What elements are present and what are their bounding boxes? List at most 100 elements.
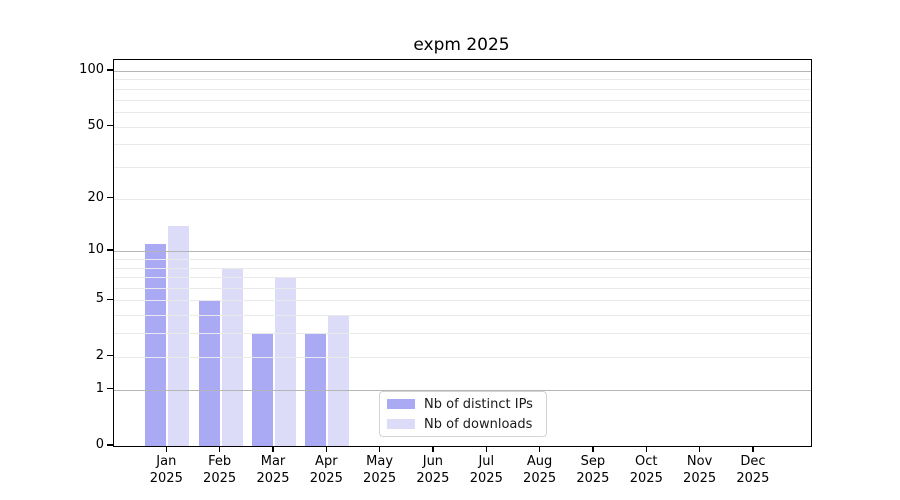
y-tick-label: 0 [95,437,104,452]
gridline-minor [114,258,811,260]
legend-label: Nb of distinct IPs [424,396,533,412]
x-tick-month: Dec [740,454,766,469]
legend-entry-nb-of-downloads: Nb of downloads [387,415,546,433]
x-tick-year: 2025 [149,471,183,486]
gridline-minor [114,99,811,101]
gridline-minor [114,300,811,302]
gridline-minor [114,315,811,317]
gridline-minor [114,88,811,90]
y-axis-tick [107,387,113,390]
x-tick-label-jul: Jul 2025 [454,453,518,487]
legend: Nb of distinct IPs Nb of downloads [379,391,547,437]
gridline-minor [114,144,811,146]
x-tick-month: Nov [686,454,713,469]
nb-of-downloads-bar-jan [168,225,190,446]
y-axis-tick [107,354,113,357]
x-tick-label-nov: Nov 2025 [668,453,732,487]
x-tick-label-may: May 2025 [348,453,412,487]
gridline-minor [114,112,811,113]
x-tick-year: 2025 [523,471,557,486]
nb-of-distinct-ips-bar-feb [198,300,220,446]
x-tick-year: 2025 [256,471,290,486]
gridline-minor [114,356,811,358]
x-tick-label-mar: Mar 2025 [241,453,305,487]
nb-of-downloads-bar-apr [328,315,350,446]
nb-of-distinct-ips-swatch-icon [387,399,415,409]
x-axis-tick [752,446,754,452]
y-axis-tick [107,249,113,251]
x-axis-tick [538,446,541,452]
x-tick-month: Mar [260,454,286,469]
x-tick-label-jan: Jan 2025 [134,453,198,487]
plot-area: Nb of distinct IPs Nb of downloads [113,59,812,447]
x-tick-month: May [366,454,394,469]
nb-of-downloads-swatch-icon [387,419,415,429]
x-tick-month: Feb [208,454,232,469]
gridline-major [114,389,811,391]
y-axis-tick [107,69,113,71]
nb-of-distinct-ips-bar-jan [145,244,167,446]
y-tick-label: 2 [95,347,104,363]
nb-of-downloads-bar-mar [275,277,296,446]
x-tick-year: 2025 [683,471,717,486]
x-tick-label-oct: Oct 2025 [614,453,678,487]
gridline-minor [114,287,811,289]
x-tick-label-feb: Feb 2025 [188,453,252,487]
y-tick-label: 50 [87,117,104,133]
x-tick-label-apr: Apr 2025 [294,453,358,487]
gridline-minor [114,333,811,335]
x-tick-label-sep: Sep 2025 [561,453,625,487]
x-tick-month: Jun [422,454,444,469]
chart-title: expm 2025 [413,35,510,55]
x-axis-tick [645,446,648,452]
y-tick-label: 100 [79,62,104,77]
x-tick-month: Oct [635,454,658,469]
y-tick-label: 1 [95,380,104,396]
x-axis-tick [272,446,274,452]
x-tick-label-jun: Jun 2025 [401,453,465,487]
x-tick-month: Apr [315,454,338,469]
x-axis-tick [325,446,328,452]
x-tick-month: Jan [156,454,177,469]
gridline-minor [114,167,811,168]
x-tick-year: 2025 [736,471,770,486]
gridline-major [114,251,811,253]
x-tick-year: 2025 [203,471,237,486]
x-axis-tick [432,446,434,452]
x-tick-year: 2025 [629,471,663,486]
nb-of-distinct-ips-bar-apr [305,333,327,446]
gridline-minor [114,198,811,200]
x-tick-label-aug: Aug 2025 [508,453,572,487]
y-axis-tick [107,196,113,199]
legend-label: Nb of downloads [424,416,533,432]
gridline-minor [114,277,811,278]
x-axis-tick [485,446,488,452]
y-tick-label: 5 [95,291,104,307]
x-tick-year: 2025 [309,471,343,486]
x-tick-month: Sep [580,454,606,469]
gridline-minor [114,267,811,269]
x-axis-tick [592,446,594,452]
y-tick-label: 10 [87,242,104,258]
x-tick-month: Aug [526,454,553,469]
gridline-minor [114,126,811,128]
y-axis-tick [107,124,113,127]
legend-entry-nb-of-distinct-ips: Nb of distinct IPs [387,395,546,413]
x-axis-tick [698,446,701,452]
x-tick-year: 2025 [363,471,397,486]
x-tick-year: 2025 [576,471,610,486]
x-tick-year: 2025 [469,471,503,486]
gridline-minor [114,79,811,81]
x-axis-tick [165,446,168,452]
nb-of-distinct-ips-bar-mar [252,333,273,446]
gridline-major [114,71,811,72]
x-axis-tick [378,446,381,452]
y-axis-tick [107,444,113,446]
x-tick-year: 2025 [416,471,450,486]
y-axis-tick [107,298,113,301]
y-tick-label: 20 [87,189,104,205]
x-axis-tick [218,446,221,452]
x-tick-month: Jul [478,454,495,469]
x-tick-label-dec: Dec 2025 [721,453,785,487]
